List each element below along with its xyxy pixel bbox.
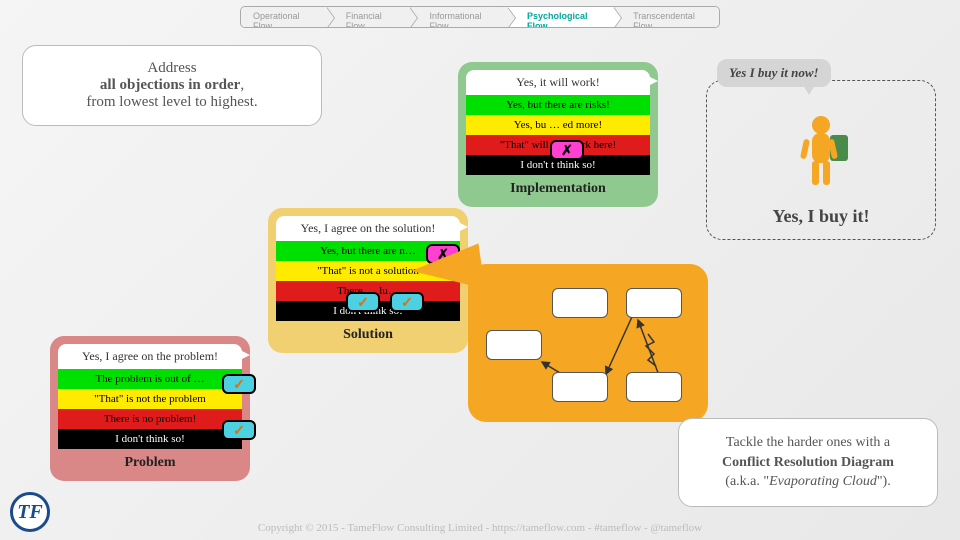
crumb-psychological[interactable]: Psychological Flow bbox=[507, 7, 613, 27]
conflict-resolution-diagram bbox=[468, 264, 708, 422]
row-problem-0: The problem is out of … bbox=[58, 369, 242, 389]
speech-problem: Yes, I agree on the problem! bbox=[58, 344, 242, 369]
row-problem-1: "That" is not the problem bbox=[58, 389, 242, 409]
diagram-node bbox=[552, 288, 608, 318]
row-impl-0: Yes, but there are risks! bbox=[466, 95, 650, 115]
callout-line-bold: Conflict Resolution Diagram bbox=[701, 453, 915, 473]
diagram-node bbox=[486, 330, 542, 360]
crumb-financial[interactable]: Financial Flow bbox=[326, 7, 410, 27]
callout-line: Tackle the harder ones with a bbox=[701, 433, 915, 453]
row-problem-3: I don't think so! bbox=[58, 429, 242, 449]
speech-solution: Yes, I agree on the solution! bbox=[276, 216, 460, 241]
crumb-operational[interactable]: Operational Flow bbox=[241, 7, 326, 27]
card-implementation: Yes, it will work! Yes, but there are ri… bbox=[458, 62, 658, 207]
card-problem: Yes, I agree on the problem! The problem… bbox=[50, 336, 250, 481]
row-impl-1: Yes, bu … ed more! bbox=[466, 115, 650, 135]
sticker-check-icon: ✓ bbox=[346, 292, 380, 312]
footer-copyright: Copyright © 2015 - TameFlow Consulting L… bbox=[0, 522, 960, 534]
card-title-implementation: Implementation bbox=[466, 175, 650, 199]
callout-line: from lowest level to highest. bbox=[45, 94, 299, 111]
row-problem-2: There is no problem! bbox=[58, 409, 242, 429]
diagram-node bbox=[626, 288, 682, 318]
callout-address-objections: Address all objections in order, from lo… bbox=[22, 45, 322, 126]
callout-line: (a.k.a. "Evaporating Cloud"). bbox=[701, 472, 915, 492]
callout-line: Address bbox=[45, 60, 299, 77]
person-icon bbox=[786, 111, 856, 201]
sticker-x-icon: ✗ bbox=[550, 140, 584, 160]
sticker-check-icon: ✓ bbox=[222, 374, 256, 394]
callout-line-bold: all objections in order, bbox=[45, 77, 299, 94]
buy-it-label: Yes, I buy it! bbox=[707, 206, 935, 227]
diagram-node bbox=[626, 372, 682, 402]
callout-conflict-resolution: Tackle the harder ones with a Conflict R… bbox=[678, 418, 938, 507]
card-title-problem: Problem bbox=[58, 449, 242, 473]
buy-it-panel: Yes I buy it now! Yes, I buy it! bbox=[706, 80, 936, 240]
crumb-transcendental[interactable]: Transcendental Flow bbox=[613, 7, 719, 27]
diagram-node bbox=[552, 372, 608, 402]
breadcrumb: Operational Flow Financial Flow Informat… bbox=[240, 6, 720, 28]
speech-implementation: Yes, it will work! bbox=[466, 70, 650, 95]
card-title-solution: Solution bbox=[276, 321, 460, 345]
crumb-informational[interactable]: Informational Flow bbox=[409, 7, 507, 27]
speech-buy-it: Yes I buy it now! bbox=[717, 59, 831, 87]
sticker-check-icon: ✓ bbox=[222, 420, 256, 440]
